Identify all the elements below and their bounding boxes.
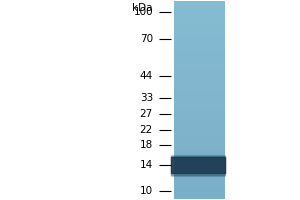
Bar [174,68,225,70]
Text: 44: 44 [140,71,153,81]
Bar [174,8,225,11]
Bar [174,137,225,140]
Bar [174,122,225,125]
Bar [174,102,225,105]
Bar [174,73,225,75]
Bar [174,179,225,182]
Bar [174,172,225,174]
Bar [174,120,225,122]
Bar [174,13,225,16]
Bar [174,1,225,3]
Bar [174,48,225,50]
Bar [174,45,225,48]
Text: 18: 18 [140,140,153,150]
Bar [174,140,225,142]
Bar [174,142,225,145]
Bar [174,147,225,150]
Bar [174,23,225,26]
Bar [174,26,225,28]
Bar [171,157,225,173]
Bar [174,53,225,55]
Bar [174,110,225,112]
Bar [174,162,225,165]
Bar [174,11,225,13]
Bar [174,105,225,107]
Text: 100: 100 [134,7,153,17]
Bar [174,70,225,73]
Bar [174,189,225,192]
Text: 33: 33 [140,93,153,103]
Bar [174,132,225,135]
Text: 27: 27 [140,109,153,119]
Bar [174,182,225,184]
Bar [174,58,225,60]
Bar [174,145,225,147]
Bar [174,194,225,197]
Bar [174,18,225,21]
Bar [174,184,225,187]
Bar [174,177,225,179]
Bar [174,60,225,63]
Bar [174,112,225,115]
Text: 70: 70 [140,34,153,44]
Bar [174,174,225,177]
Bar [174,83,225,85]
Bar [174,43,225,45]
Bar [174,107,225,110]
Bar [174,165,225,167]
Bar [174,55,225,58]
Bar [174,167,225,170]
Text: kDa: kDa [133,3,153,13]
Bar [174,192,225,194]
Bar [174,125,225,127]
Bar [174,38,225,40]
Bar [174,95,225,98]
Bar [174,63,225,65]
Bar [174,65,225,68]
Bar [174,197,225,199]
Bar [174,78,225,80]
Bar [174,6,225,8]
Bar [174,93,225,95]
Bar [174,21,225,23]
Bar [174,170,225,172]
Bar [174,28,225,30]
Bar [174,157,225,160]
Bar [174,50,225,53]
Bar [174,187,225,189]
Bar [174,130,225,132]
Bar [174,40,225,43]
Text: 14: 14 [140,160,153,170]
Bar [174,152,225,155]
Bar [174,16,225,18]
Bar [174,100,225,102]
Bar [174,135,225,137]
Bar [174,127,225,130]
Bar [174,3,225,6]
Bar [174,98,225,100]
Bar [174,88,225,90]
Text: 22: 22 [140,125,153,135]
Bar [174,155,225,157]
Bar [174,160,225,162]
Bar [174,85,225,88]
Bar [174,150,225,152]
Bar [174,117,225,120]
Bar [171,156,225,175]
Bar [174,35,225,38]
Bar [174,115,225,117]
Text: 10: 10 [140,186,153,196]
Bar [174,33,225,35]
Bar [174,90,225,93]
Bar [174,30,225,33]
Bar [171,155,225,176]
Bar [174,80,225,83]
Bar [174,75,225,78]
